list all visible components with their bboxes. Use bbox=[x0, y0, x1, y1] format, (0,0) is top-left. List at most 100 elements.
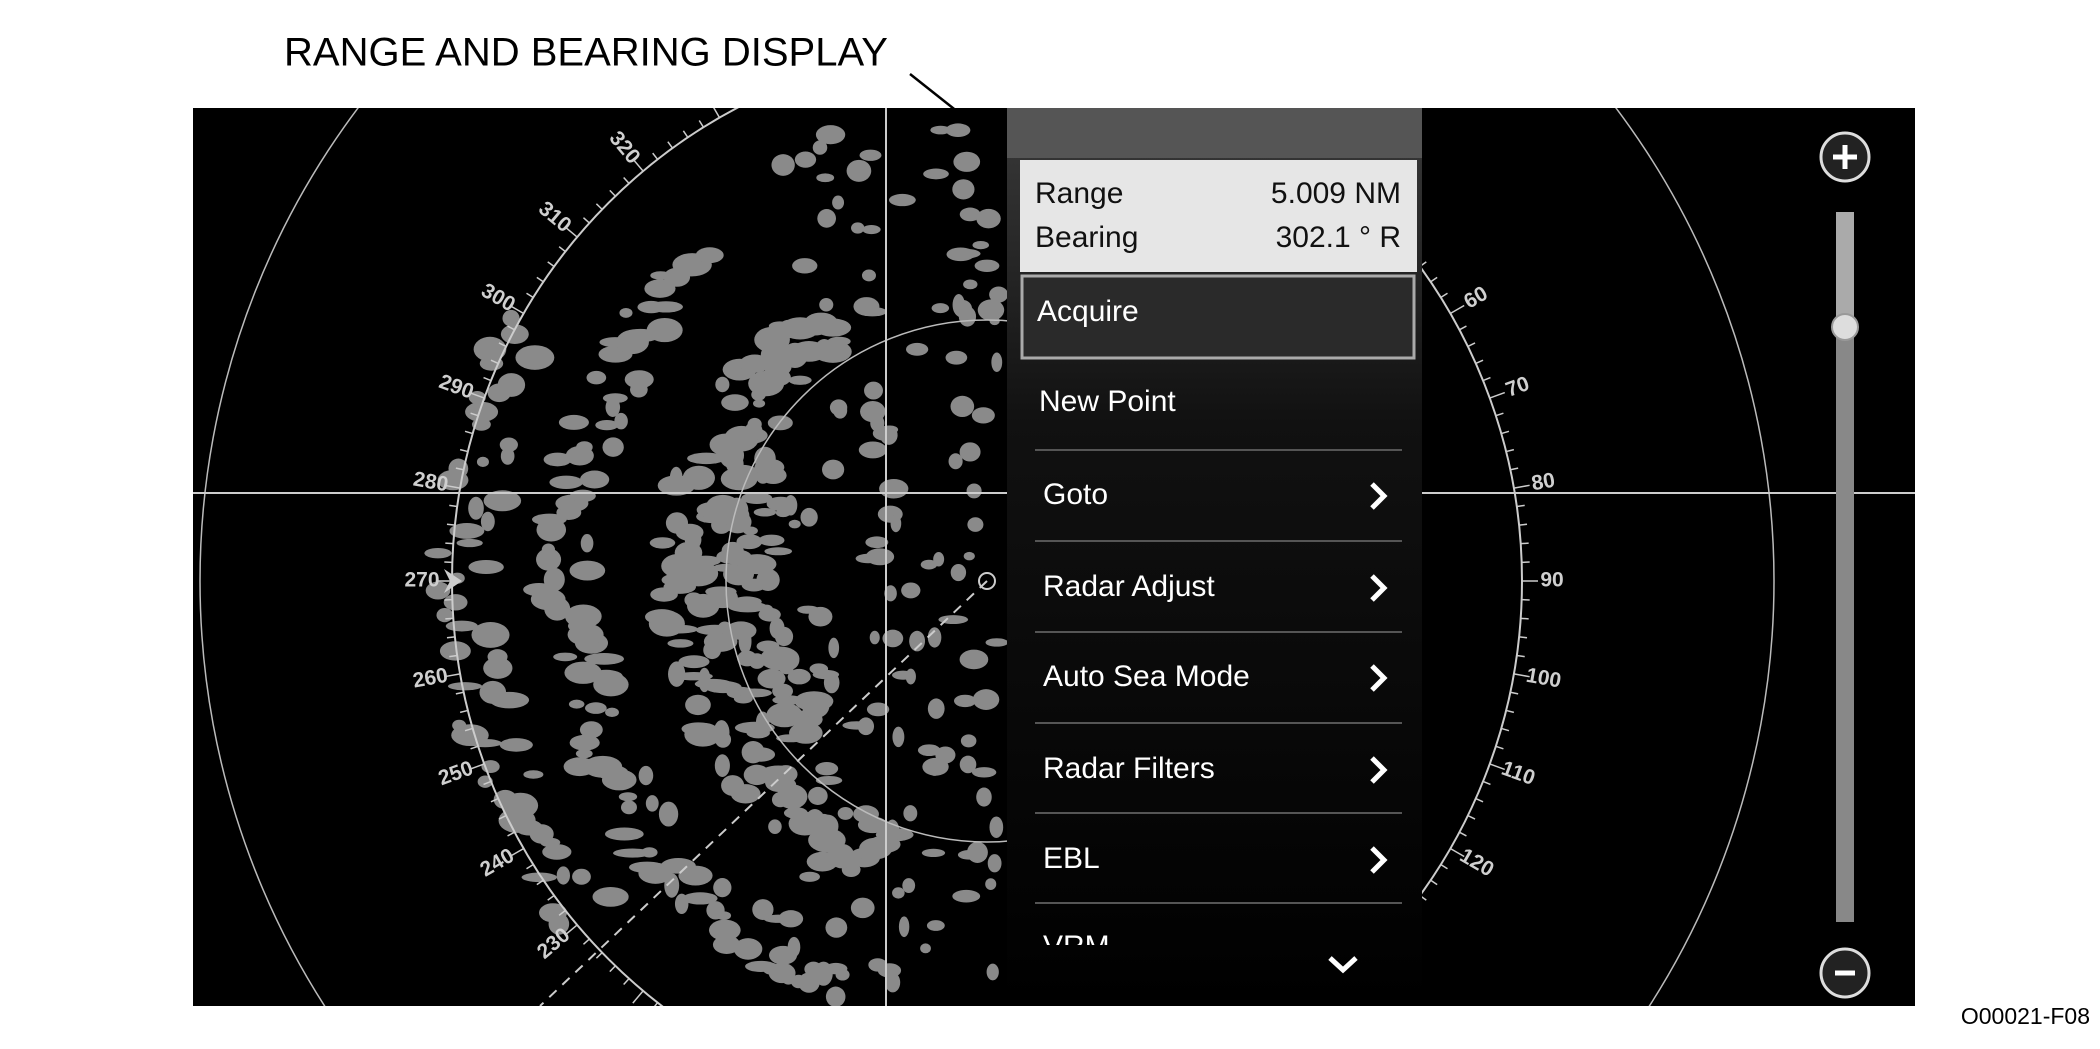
radar-echo bbox=[976, 208, 1001, 229]
radar-echo bbox=[424, 548, 452, 559]
radar-echo bbox=[963, 551, 975, 561]
radar-echo bbox=[923, 168, 949, 180]
radar-echo bbox=[536, 548, 562, 571]
bearing-tick bbox=[1516, 654, 1525, 658]
radar-echo bbox=[737, 650, 758, 667]
radar-echo bbox=[864, 381, 883, 400]
radar-echo bbox=[927, 627, 942, 648]
bearing-tick bbox=[1482, 780, 1491, 786]
radar-echo bbox=[778, 324, 794, 339]
bearing-tick bbox=[891, 38, 894, 54]
radar-echo bbox=[618, 792, 638, 802]
radar-echo bbox=[620, 800, 637, 815]
radar-echo bbox=[950, 563, 967, 582]
menu-item[interactable]: VRM bbox=[1043, 930, 1110, 963]
radar-echo bbox=[809, 663, 829, 675]
radar-echo bbox=[649, 301, 683, 313]
bearing-tick bbox=[668, 1014, 673, 1020]
radar-echo bbox=[753, 507, 777, 517]
radar-echo bbox=[479, 680, 507, 704]
bearing-tick bbox=[1482, 376, 1491, 382]
menu-item[interactable]: Goto bbox=[1043, 478, 1108, 511]
radar-echo bbox=[725, 497, 749, 522]
radar-echo bbox=[726, 464, 760, 483]
bearing-tick bbox=[558, 909, 566, 916]
bearing-tick bbox=[464, 727, 473, 732]
radar-echo bbox=[921, 848, 946, 858]
radar-echo bbox=[987, 854, 1002, 873]
bearing-tick bbox=[446, 636, 456, 639]
radar-echo bbox=[828, 637, 840, 659]
bearing-tick bbox=[654, 1002, 659, 1006]
radar-echo bbox=[892, 887, 905, 899]
bearing-tick bbox=[1516, 504, 1525, 508]
radar-echo bbox=[732, 596, 762, 607]
radar-echo bbox=[898, 916, 910, 938]
menu-item[interactable]: EBL bbox=[1043, 842, 1100, 875]
zoom-thumb[interactable] bbox=[1831, 313, 1859, 341]
radar-echo bbox=[499, 437, 518, 453]
bearing-value: 302.1 ° R bbox=[1276, 221, 1401, 254]
radar-echo bbox=[884, 585, 897, 602]
radar-echo bbox=[816, 173, 835, 183]
figure-id: O00021-F08 bbox=[1961, 1003, 2090, 1029]
radar-echo bbox=[521, 872, 558, 883]
radar-echo bbox=[764, 547, 793, 556]
radar-echo bbox=[499, 738, 533, 752]
context-menu: Range 5.009 NM Bearing 302.1 ° R Acquire… bbox=[1007, 108, 1422, 1006]
radar-echo bbox=[649, 537, 676, 549]
radar-echo bbox=[800, 507, 818, 527]
bearing-tick bbox=[1489, 391, 1506, 399]
radar-echo bbox=[901, 582, 921, 599]
radar-echo bbox=[553, 652, 578, 662]
radar-echo bbox=[963, 279, 978, 290]
bearing-tick bbox=[1475, 359, 1484, 365]
menu-item[interactable]: Acquire bbox=[1037, 295, 1139, 328]
bearing-tick bbox=[911, 43, 912, 51]
radar-echo bbox=[766, 702, 803, 728]
radar-echo bbox=[788, 375, 812, 385]
radar-echo bbox=[769, 945, 798, 965]
radar-echo bbox=[835, 968, 850, 981]
bearing-tick bbox=[564, 924, 578, 936]
bearing-tick bbox=[1080, 38, 1083, 54]
bearing-tick bbox=[632, 158, 644, 172]
radar-echo bbox=[563, 757, 596, 777]
radar-echo bbox=[879, 425, 898, 445]
bearing-tick bbox=[1467, 814, 1476, 820]
radar-echo bbox=[500, 324, 529, 344]
bearing-tick bbox=[1518, 523, 1528, 526]
bearing-tick bbox=[446, 523, 456, 526]
bearing-tick bbox=[445, 617, 454, 620]
radar-echo bbox=[776, 734, 806, 743]
radar-echo bbox=[646, 318, 683, 343]
menu-item-selected[interactable] bbox=[1020, 274, 1416, 360]
menu-item[interactable]: Auto Sea Mode bbox=[1043, 660, 1250, 693]
radar-echo bbox=[575, 749, 593, 759]
bearing-tick bbox=[949, 39, 950, 47]
radar-echo bbox=[909, 630, 926, 652]
zoom-track-top bbox=[1836, 212, 1854, 327]
radar-echo bbox=[888, 193, 916, 207]
menu-item[interactable]: New Point bbox=[1039, 385, 1176, 418]
radar-echo bbox=[865, 548, 895, 566]
compass-label: 270 bbox=[404, 569, 439, 592]
bearing-tick bbox=[547, 261, 555, 268]
radar-echo bbox=[515, 345, 555, 370]
bearing-tick bbox=[459, 709, 469, 714]
radar-echo bbox=[741, 492, 773, 504]
radar-echo bbox=[974, 259, 1000, 273]
menu-item[interactable]: Radar Filters bbox=[1043, 752, 1215, 785]
menu-item[interactable]: Radar Adjust bbox=[1043, 570, 1215, 603]
radar-echo bbox=[443, 594, 468, 611]
radar-echo bbox=[767, 415, 793, 431]
radar-echo bbox=[605, 707, 619, 718]
radar-echo bbox=[768, 962, 796, 984]
radar-echo bbox=[950, 395, 975, 418]
radar-echo bbox=[541, 543, 555, 556]
radar-echo bbox=[926, 920, 945, 931]
radar-echo bbox=[790, 974, 807, 989]
radar-echo bbox=[755, 711, 770, 734]
bearing-tick bbox=[498, 342, 507, 348]
radar-echo bbox=[792, 258, 818, 274]
